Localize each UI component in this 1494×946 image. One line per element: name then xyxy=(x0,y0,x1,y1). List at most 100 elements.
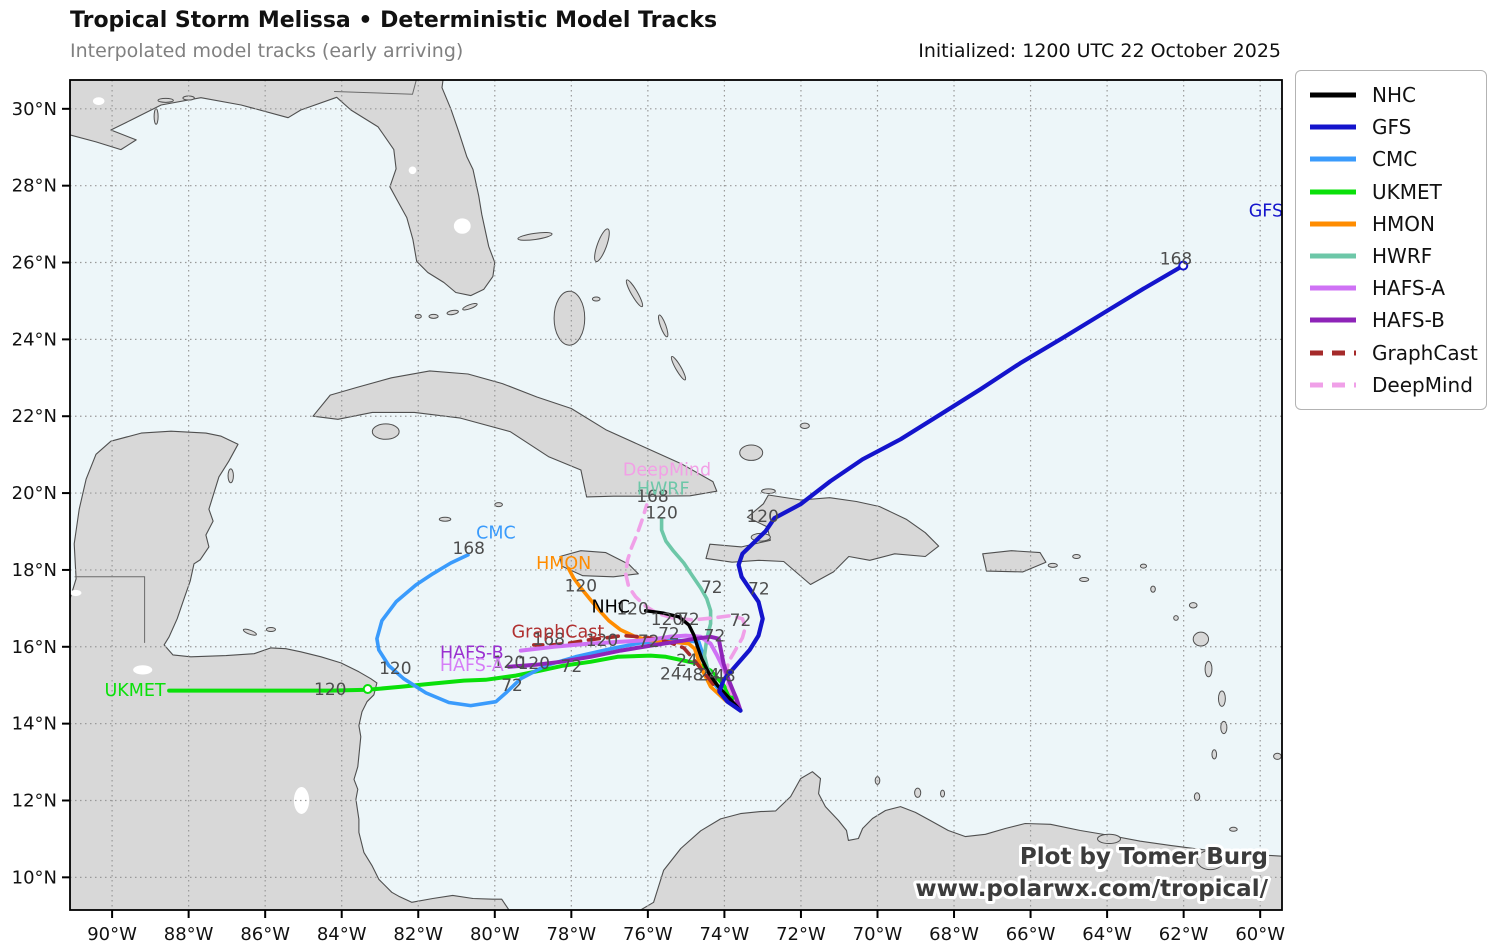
track-gfs xyxy=(717,263,1186,713)
y-axis-label: 10°N xyxy=(12,867,57,888)
x-axis-label: 64°W xyxy=(1082,924,1132,945)
x-axis-label: 74°W xyxy=(700,924,750,945)
lake xyxy=(293,787,310,814)
island xyxy=(1192,631,1210,647)
island xyxy=(1220,720,1228,735)
country-border xyxy=(334,80,417,95)
island xyxy=(446,309,459,316)
island xyxy=(182,95,195,101)
legend-item-hmon: HMON xyxy=(1296,208,1486,240)
plot-border xyxy=(69,79,1283,911)
model-label-hafs-b: HAFS-B xyxy=(440,644,504,664)
island xyxy=(1273,752,1282,760)
island xyxy=(1079,577,1090,583)
island xyxy=(1229,826,1238,832)
legend-item-graphcast: GraphCast xyxy=(1296,337,1486,369)
hour-label: 24 xyxy=(660,665,682,685)
legend-swatch xyxy=(1310,221,1356,227)
hour-label: 72 xyxy=(501,676,523,696)
x-axis-label: 84°W xyxy=(317,924,367,945)
hour-label: 72 xyxy=(704,626,726,646)
legend-item-ukmet: UKMET xyxy=(1296,176,1486,208)
x-axis-label: 60°W xyxy=(1235,924,1285,945)
island xyxy=(657,314,669,338)
legend-swatch xyxy=(1310,124,1356,130)
model-label-deepmind: DeepMind xyxy=(623,460,711,480)
hour-label: 120 xyxy=(565,576,597,596)
hour-label: 72 xyxy=(701,578,723,598)
hour-label: 120 xyxy=(379,659,411,679)
island xyxy=(1211,749,1218,760)
model-label-hmon: HMON xyxy=(536,554,591,574)
island xyxy=(265,626,277,632)
legend-label: UKMET xyxy=(1372,179,1442,204)
track-endpoint-marker xyxy=(1178,260,1189,271)
x-axis-label: 78°W xyxy=(546,924,596,945)
legend-swatch xyxy=(1310,253,1356,259)
y-axis-label: 24°N xyxy=(12,329,57,350)
island xyxy=(242,628,257,636)
land-cuba xyxy=(312,370,718,498)
y-axis-label: 18°N xyxy=(12,560,57,581)
x-axis-label: 70°W xyxy=(853,924,903,945)
x-axis-label: 90°W xyxy=(87,924,137,945)
y-axis-label: 30°N xyxy=(12,99,57,120)
legend-item-gfs: GFS xyxy=(1296,111,1486,143)
lake xyxy=(92,97,105,105)
hour-label: 120 xyxy=(518,654,550,674)
x-axis-label: 62°W xyxy=(1159,924,1209,945)
model-label-cmc: CMC xyxy=(476,523,516,543)
island xyxy=(1139,563,1148,569)
island xyxy=(940,789,946,798)
hour-label: 72 xyxy=(730,611,752,631)
island xyxy=(494,502,503,508)
legend-swatch xyxy=(1310,285,1356,291)
grid-layer: 90°W 88°W 86°W 84°W 82°W 80°W 78°W 76°W 74°W 72°W… xyxy=(12,80,1285,945)
island xyxy=(371,423,400,440)
island xyxy=(462,302,478,311)
page-title: Tropical Storm Melissa • Deterministic M… xyxy=(70,8,718,33)
legend-swatch xyxy=(1310,350,1356,356)
hour-label: 72 xyxy=(658,624,680,644)
country-border xyxy=(74,576,146,643)
island xyxy=(594,228,610,263)
legend-swatch xyxy=(1310,189,1356,195)
island xyxy=(1072,553,1081,559)
legend-item-hafs-a: HAFS-A xyxy=(1296,272,1486,304)
legend-label: GraphCast xyxy=(1372,340,1478,365)
lake xyxy=(133,665,153,675)
island xyxy=(157,97,174,103)
legend: NHC GFS CMC UKMET HMON HWRF HAFS-A HAFS-B GraphC… xyxy=(1295,70,1487,410)
model-label-gfs: GFS xyxy=(1249,202,1283,222)
legend-label: NHC xyxy=(1372,83,1416,108)
model-label-graphcast: GraphCast xyxy=(512,622,605,642)
hour-label: 168 xyxy=(1160,250,1192,270)
hour-label: 120 xyxy=(651,610,683,630)
y-axis-label: 12°N xyxy=(12,790,57,811)
island xyxy=(761,488,776,494)
model-label-nhc: NHC xyxy=(592,597,630,617)
island xyxy=(1188,602,1198,609)
hour-label: 24 xyxy=(676,651,698,671)
legend-label: HAFS-A xyxy=(1372,276,1446,301)
hour-label: 72 xyxy=(561,657,583,677)
x-axis-label: 88°W xyxy=(164,924,214,945)
hour-label: 168 xyxy=(636,487,668,507)
model-label-ukmet: UKMET xyxy=(104,681,165,701)
island xyxy=(1097,833,1122,845)
island xyxy=(438,516,452,522)
island xyxy=(799,422,810,430)
attribution-line1: Plot by Tomer Burg xyxy=(1020,844,1268,870)
island xyxy=(553,290,586,346)
island xyxy=(739,444,764,461)
tracks-layer xyxy=(167,260,1189,713)
legend-swatch xyxy=(1310,382,1356,388)
y-axis-label: 26°N xyxy=(12,253,57,274)
island xyxy=(591,296,601,302)
lake xyxy=(70,589,82,597)
hour-label: 120 xyxy=(493,653,525,673)
y-axis-label: 28°N xyxy=(12,176,57,197)
legend-label: HAFS-B xyxy=(1372,308,1445,333)
